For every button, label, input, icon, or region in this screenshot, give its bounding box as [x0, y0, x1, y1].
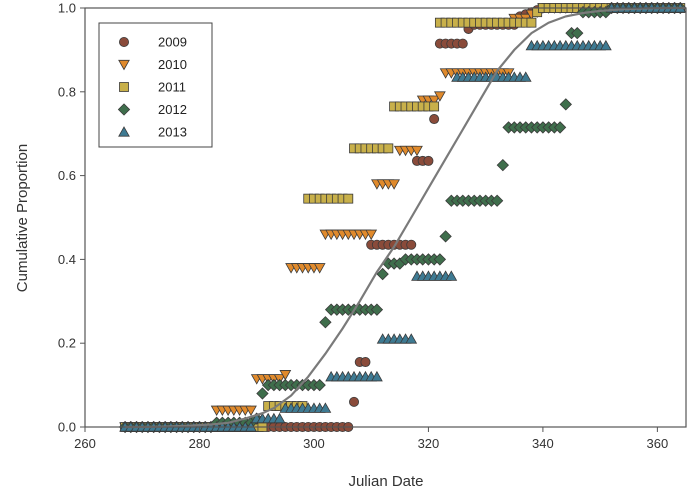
data-point-2013 — [273, 412, 286, 424]
x-tick-label: 300 — [303, 436, 325, 451]
legend-label-2010: 2010 — [158, 57, 187, 72]
legend-box — [98, 22, 213, 148]
legend-marker-2009 — [119, 37, 130, 48]
axis-ticks — [80, 7, 658, 432]
x-axis-title: Julian Date — [348, 473, 423, 490]
x-tick-label: 260 — [74, 436, 96, 451]
data-point-2009 — [406, 239, 417, 250]
data-point-2010 — [388, 179, 400, 190]
y-tick-label: 0.4 — [58, 252, 76, 267]
data-point-2012 — [439, 230, 452, 243]
data-point-2012 — [496, 158, 510, 172]
data-point-2013 — [519, 71, 532, 82]
data-point-2009 — [423, 155, 434, 166]
fitted-curve — [125, 6, 686, 429]
y-tick-label: 0.8 — [58, 84, 76, 99]
data-point-2010 — [428, 95, 441, 106]
legend: 2009 2010 2011 2012 2013 — [98, 22, 213, 148]
y-axis-title: Cumulative Proportion — [14, 144, 31, 292]
legend-marker-2013 — [118, 126, 130, 137]
legend-entry-2011: 2011 — [119, 80, 186, 95]
data-point-2013 — [405, 333, 418, 344]
data-point-2010 — [411, 145, 423, 157]
data-point-2011 — [429, 101, 440, 112]
x-tick-labels: 260 280 300 320 340 360 — [74, 436, 668, 451]
legend-marker-2011 — [119, 82, 129, 92]
data-point-2010 — [245, 405, 257, 417]
y-tick-label: 0.2 — [58, 336, 76, 351]
x-tick-label: 340 — [532, 436, 554, 451]
data-point-2013 — [599, 39, 612, 51]
data-point-2013 — [371, 370, 383, 382]
data-point-2012 — [313, 378, 326, 392]
data-point-2009 — [429, 114, 440, 125]
data-point-2012 — [319, 316, 332, 329]
data-point-2011 — [343, 193, 354, 204]
data-point-2010 — [365, 229, 378, 241]
data-point-2012 — [370, 303, 384, 316]
data-point-2012 — [490, 194, 504, 207]
legend-label-2011: 2011 — [158, 80, 186, 95]
data-point-2009 — [360, 357, 371, 368]
legend-label-2013: 2013 — [158, 125, 187, 140]
data-point-2010 — [313, 263, 326, 274]
legend-marker-2012 — [117, 103, 131, 116]
data-point-2012 — [376, 267, 389, 281]
data-point-2012 — [256, 387, 269, 400]
data-point-2013 — [445, 270, 458, 281]
legend-entry-2013: 2013 — [118, 125, 187, 140]
data-point-2013 — [319, 402, 332, 413]
y-tick-label: 0.0 — [58, 420, 76, 435]
data-point-2009 — [457, 38, 468, 49]
legend-label-2012: 2012 — [158, 102, 187, 117]
legend-entry-2009: 2009 — [119, 35, 187, 50]
data-point-2010 — [279, 370, 292, 381]
data-point-2011 — [383, 143, 394, 154]
x-tick-label: 360 — [647, 436, 669, 451]
data-point-2012 — [571, 26, 584, 40]
y-tick-label: 0.6 — [58, 168, 76, 183]
legend-label-2009: 2009 — [158, 35, 187, 50]
y-tick-label: 1.0 — [58, 1, 76, 16]
data-point-2012 — [559, 98, 572, 111]
x-tick-label: 280 — [189, 436, 211, 451]
data-point-2010 — [433, 91, 446, 102]
data-marks — [118, 1, 687, 434]
data-point-2012 — [553, 121, 567, 134]
y-tick-labels: 0.0 0.2 0.4 0.6 0.8 1.0 — [58, 1, 76, 435]
plot-frame — [84, 7, 687, 428]
legend-entry-2012: 2012 — [117, 102, 187, 117]
legend-entry-2010: 2010 — [118, 57, 187, 72]
legend-marker-2010 — [118, 59, 130, 71]
data-point-2012 — [433, 253, 447, 266]
data-point-2009 — [349, 396, 360, 407]
x-tick-label: 320 — [418, 436, 440, 451]
data-point-2011 — [526, 17, 537, 28]
